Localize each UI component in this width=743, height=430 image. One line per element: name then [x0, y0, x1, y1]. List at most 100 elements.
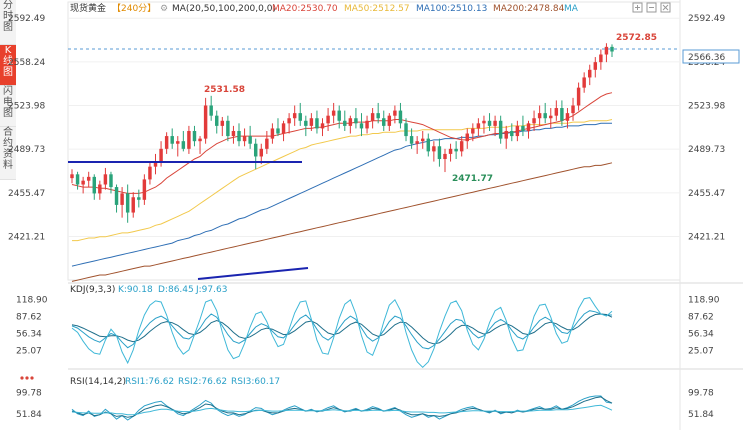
candle [231, 125, 236, 144]
kdj-tick-left: 87.62 [16, 312, 42, 322]
settings-icon[interactable]: ⚙ [160, 4, 168, 14]
candle [599, 49, 603, 70]
price-tick-left: 2489.73 [8, 145, 45, 155]
rising-trendline[interactable] [197, 267, 309, 280]
candle [515, 120, 520, 142]
kdj-k-value: K:90.18 [118, 285, 153, 295]
candle [459, 136, 464, 157]
candle [181, 130, 186, 152]
candle [92, 174, 96, 200]
price-tick-left: 2421.21 [8, 232, 45, 242]
add-indicator-icon[interactable] [632, 2, 643, 13]
ma-group-label: MA(20,50,100,200,0,0) [172, 4, 276, 14]
candle [537, 105, 542, 126]
tab-kline[interactable]: K线图 [0, 45, 16, 86]
candle [393, 105, 397, 124]
candle [354, 108, 358, 129]
candle [376, 102, 380, 124]
candle [215, 110, 219, 134]
candle [304, 115, 308, 137]
current-price-label: 2566.36 [688, 53, 725, 63]
rsi-dots-icon[interactable] [20, 376, 34, 380]
candle [103, 167, 108, 190]
price-axis: 2592.492592.492558.242558.242523.982523.… [8, 14, 725, 242]
candle [86, 171, 91, 188]
candle [137, 189, 141, 208]
candle [443, 148, 447, 173]
candle [259, 143, 264, 165]
candle [276, 118, 280, 137]
candle [365, 115, 369, 134]
tab-timeshare[interactable]: 分时图 [0, 0, 16, 45]
kdj-legend: KDJ(9,3,3) K:90.18 D:86.45 J:97.63 [70, 285, 227, 295]
candle [543, 102, 547, 124]
price-tick-right: 2489.73 [688, 145, 725, 155]
candle [571, 97, 575, 121]
ma100-line [71, 122, 612, 267]
candle [420, 130, 425, 149]
candle [109, 171, 113, 194]
rsi-tick-right: 51.84 [688, 410, 714, 420]
rsi-tick-left: 51.84 [16, 410, 42, 420]
candle [382, 110, 386, 131]
kdj-axis: 118.90 118.90 87.62 87.62 56.34 56.34 25.07 25.… [16, 295, 720, 356]
period-label[interactable]: 【240分】 [112, 3, 156, 14]
ma200-path [71, 162, 613, 282]
kdj-tick-left: 118.90 [16, 295, 48, 305]
candle [114, 184, 119, 213]
candle [593, 57, 598, 78]
candle [248, 125, 252, 149]
candle [465, 128, 469, 149]
candle [610, 44, 614, 58]
candle [237, 123, 241, 147]
kdj-tick-left: 25.07 [16, 346, 42, 356]
kdj-j-value: J:97.63 [195, 285, 227, 295]
kdj-tick-right: 56.34 [688, 329, 714, 339]
candle [226, 115, 230, 142]
candle [454, 141, 458, 160]
candle [326, 108, 330, 131]
candle [320, 118, 325, 137]
ma100-path [71, 122, 612, 267]
ma50-legend: MA50:2512.57 [344, 4, 410, 14]
candle [510, 123, 514, 142]
candle [98, 180, 102, 200]
tab-contract-info[interactable]: 合约资料 [0, 127, 16, 180]
candle [253, 138, 258, 170]
rsi3-path [71, 404, 613, 416]
minus-indicator-icon[interactable] [646, 2, 657, 13]
price-tick-right: 2523.98 [688, 102, 725, 112]
tab-flash[interactable]: 闪电图 [0, 86, 16, 127]
candle [359, 113, 364, 137]
candle [203, 97, 208, 144]
candle [476, 118, 481, 137]
candle [142, 174, 147, 205]
rsi-legend: RSI(14,14,2) RSI1:76.62 RSI2:76.62 RSI3:… [70, 377, 280, 387]
candle [125, 184, 130, 223]
rsi-name: RSI(14,14,2) [70, 377, 126, 387]
ma-extra-legend: MA [564, 4, 579, 14]
candle [265, 130, 269, 154]
ma100-legend: MA100:2510.13 [416, 4, 487, 14]
candle [398, 102, 403, 129]
main-panel-frame [67, 1, 681, 281]
candle [131, 192, 135, 218]
close-panel-icon[interactable] [660, 2, 671, 13]
candle [404, 118, 408, 142]
price-tick-right: 2455.47 [688, 189, 725, 199]
rsi2-path [71, 396, 613, 418]
candles [70, 43, 614, 223]
candle [164, 132, 169, 154]
price-tick-right: 2421.21 [688, 232, 725, 242]
candle [192, 125, 197, 147]
candle [487, 113, 492, 131]
candle [81, 176, 85, 194]
ma200-legend: MA200:2478.84 [493, 4, 565, 14]
candle [242, 128, 247, 147]
kdj-tick-right: 118.90 [688, 295, 720, 305]
rsi1-value: RSI1:76.62 [125, 377, 174, 387]
kdj-tick-right: 87.62 [688, 312, 714, 322]
rsi-axis: 99.78 99.78 51.84 51.84 [16, 389, 714, 420]
